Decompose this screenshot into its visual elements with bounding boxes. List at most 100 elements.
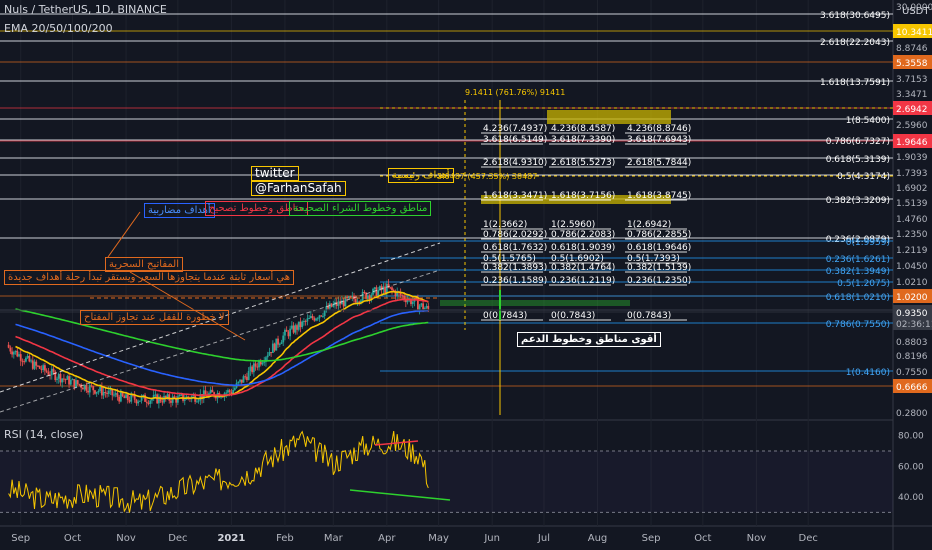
price-tick-label: 2.5960 bbox=[896, 121, 928, 131]
price-tick-label: 5.3558 bbox=[896, 59, 928, 69]
candle-body bbox=[35, 361, 38, 366]
main-targets-label: أهداف رئيسية bbox=[388, 168, 454, 183]
candle-body bbox=[233, 387, 236, 391]
candle-body bbox=[380, 286, 383, 290]
candle-body bbox=[21, 360, 24, 362]
fib-mid-b-label: 2.618(5.5273) bbox=[551, 158, 615, 168]
candle-body bbox=[25, 357, 27, 362]
price-tag-bg bbox=[893, 101, 932, 115]
fib-level-label: 2.618(22.2043) bbox=[820, 38, 890, 48]
candle-body bbox=[38, 365, 41, 369]
candle-body bbox=[410, 298, 412, 305]
candle-body bbox=[90, 385, 93, 387]
price-tag-bg bbox=[893, 55, 932, 69]
candle-body bbox=[111, 389, 114, 396]
candle-body bbox=[97, 391, 100, 393]
candle-body bbox=[304, 320, 307, 322]
fib-mid-a-label: 3.618(6.5149) bbox=[483, 135, 547, 145]
candle-body bbox=[187, 396, 190, 398]
fib-mid-c-label: 1(2.6942) bbox=[627, 220, 671, 230]
candle-body bbox=[316, 318, 319, 320]
candle-body bbox=[240, 379, 243, 383]
fib-level-label: 0.618(1.0210) bbox=[826, 293, 890, 303]
fib-mid-b-label: 0.236(1.2119) bbox=[551, 276, 615, 286]
price-tag-bg bbox=[893, 24, 932, 38]
candle-body bbox=[299, 321, 302, 328]
candle-body bbox=[347, 296, 350, 299]
support-zones-label: أقوى مناطق وخطوط الدعم bbox=[517, 332, 661, 347]
candle-body bbox=[37, 365, 39, 367]
candle-body bbox=[195, 401, 198, 403]
candle-body bbox=[411, 301, 414, 305]
candle-body bbox=[332, 304, 335, 307]
candle-body bbox=[83, 384, 86, 390]
candle-body bbox=[62, 378, 65, 380]
fib-level-label: 0.786(6.7327) bbox=[826, 137, 890, 147]
candle-body bbox=[42, 365, 45, 370]
candle-body bbox=[418, 305, 421, 310]
fib-mid-a-label: 0.618(1.7632) bbox=[483, 243, 547, 253]
candle-body bbox=[52, 368, 55, 372]
fib-mid-c-label: 1.618(3.8745) bbox=[627, 191, 691, 201]
candle-body bbox=[132, 394, 134, 396]
fib-level-label: 1.618(13.7591) bbox=[820, 78, 890, 88]
candle-body bbox=[43, 365, 46, 371]
price-tick-label: 0.6666 bbox=[896, 383, 928, 393]
candle-body bbox=[265, 357, 267, 362]
price-tick-label: 8.8746 bbox=[896, 44, 928, 54]
fib-level-label: 0.786(0.7550) bbox=[826, 320, 890, 330]
candle-body bbox=[85, 384, 88, 391]
rsi-tick-label: 80.00 bbox=[898, 432, 924, 442]
candle-body bbox=[318, 315, 321, 319]
candle-body bbox=[425, 305, 428, 308]
time-tick-label: Dec bbox=[799, 533, 818, 544]
fib-mid-c-label: 0.382(1.5139) bbox=[627, 263, 691, 273]
price-tick-label: 1.2119 bbox=[896, 246, 928, 256]
candle-body bbox=[176, 396, 179, 403]
candle-body bbox=[285, 329, 288, 332]
time-tick-label: Apr bbox=[378, 533, 396, 544]
candle-body bbox=[56, 378, 58, 380]
candle-body bbox=[133, 395, 136, 400]
candle-body bbox=[130, 394, 133, 402]
candle-body bbox=[346, 296, 349, 299]
time-tick-label: Feb bbox=[276, 533, 294, 544]
candle-body bbox=[170, 400, 172, 403]
ema-line bbox=[15, 290, 429, 400]
rsi-divergence-line bbox=[374, 440, 419, 446]
candle-body bbox=[275, 338, 278, 351]
candle-body bbox=[342, 300, 345, 307]
candle-body bbox=[296, 325, 298, 330]
candle-body bbox=[266, 355, 269, 358]
candle-body bbox=[26, 355, 29, 358]
price-tick-label: 1.9039 bbox=[896, 153, 928, 163]
time-tick-label: May bbox=[428, 533, 449, 544]
candle-body bbox=[339, 301, 342, 305]
price-tick-label: 0.7550 bbox=[896, 368, 928, 378]
fib-level-label: 0.382(1.3949) bbox=[826, 267, 890, 277]
fib-mid-a-label: 1.618(3.3471) bbox=[483, 191, 547, 201]
candle-body bbox=[45, 370, 48, 372]
fib-mid-c-label: 0.618(1.9646) bbox=[627, 243, 691, 253]
candle-body bbox=[354, 299, 357, 303]
candle-body bbox=[61, 378, 64, 383]
candle-body bbox=[385, 283, 388, 293]
price-tick-label: 3.7153 bbox=[896, 75, 928, 85]
fib-level-label: 3.618(30.6495) bbox=[820, 11, 890, 21]
candle-body bbox=[303, 320, 305, 322]
candle-body bbox=[147, 402, 150, 404]
twitter-label: twitter bbox=[251, 166, 299, 181]
candle-body bbox=[33, 361, 36, 369]
candle-body bbox=[14, 350, 17, 353]
ema-legend: EMA 20/50/100/200 bbox=[4, 22, 113, 35]
time-tick-label: Nov bbox=[747, 533, 767, 544]
candle-body bbox=[311, 316, 314, 319]
candle-body bbox=[221, 396, 224, 398]
fib-mid-b-label: 0(0.7843) bbox=[551, 311, 595, 321]
candle-body bbox=[104, 391, 107, 393]
fib-mid-a-label: 0.236(1.1589) bbox=[483, 276, 547, 286]
candle-body bbox=[309, 316, 312, 319]
candle-body bbox=[368, 295, 371, 300]
fib-mid-c-label: 0.5(1.7393) bbox=[627, 254, 680, 264]
